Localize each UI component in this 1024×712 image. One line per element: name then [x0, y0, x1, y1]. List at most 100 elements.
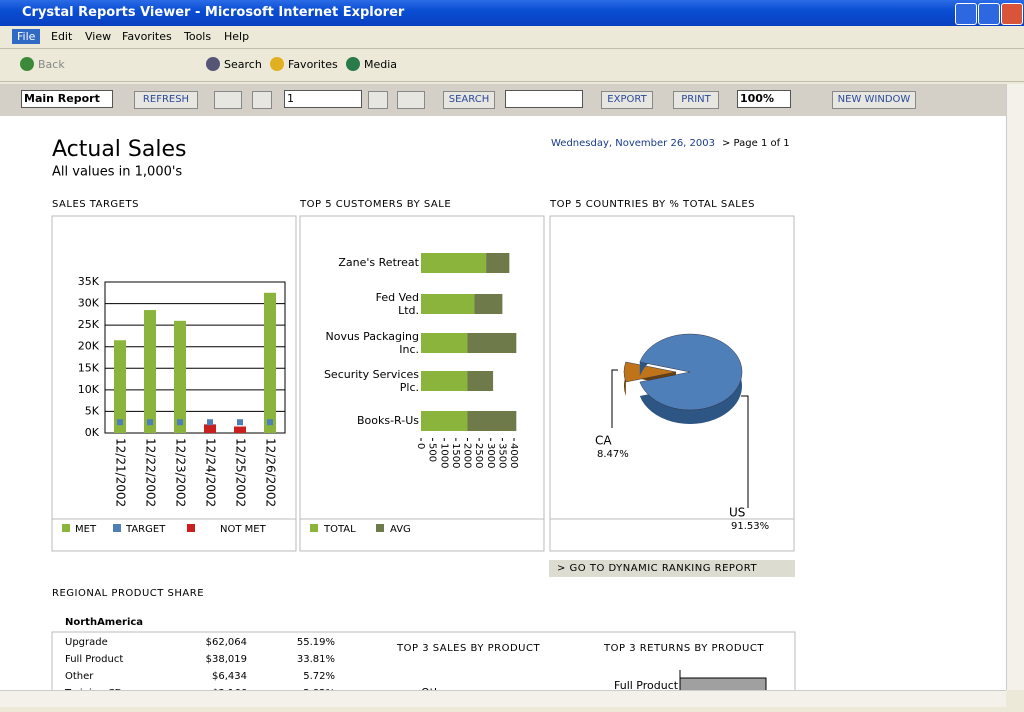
x-tick-label: 0 [415, 443, 426, 449]
menu-item[interactable]: Edit [51, 30, 73, 43]
category-label: Security Services Plc. [324, 368, 419, 394]
product-share: 55.19% [297, 637, 335, 648]
target-marker [207, 419, 213, 426]
menu-item[interactable]: Tools [184, 30, 212, 43]
horizontal-scrollbar[interactable] [0, 690, 1006, 708]
legend-label: AVG [390, 524, 411, 535]
maximize-button[interactable] [978, 3, 1000, 25]
x-tick-label: 2000 [462, 443, 473, 468]
product-share: 33.81% [297, 654, 335, 665]
y-tick-label: 5K [85, 404, 100, 417]
chart-panel [299, 215, 545, 552]
product-share: 5.72% [303, 671, 335, 682]
bar [421, 411, 468, 431]
plot-frame [104, 281, 286, 434]
toolbar-button[interactable]: Back [38, 58, 65, 71]
bar [467, 371, 494, 391]
minimize-button[interactable] [955, 3, 977, 25]
bar [421, 253, 487, 273]
report-subtitle: All values in 1,000's [52, 165, 182, 180]
section-title: REGIONAL PRODUCT SHARE [52, 588, 204, 599]
category-label: Full Product [614, 679, 679, 690]
legend-swatch [310, 524, 318, 532]
toolbar-button[interactable]: Search [224, 58, 262, 71]
x-tick-label: 4000 [508, 443, 519, 468]
label-line: Ltd. [398, 304, 419, 317]
legend-swatch [113, 524, 121, 532]
new-window-button[interactable]: NEW WINDOW [832, 91, 916, 109]
label-line: Fed Ved [376, 291, 419, 304]
leader-line [611, 369, 618, 428]
next-page-button[interactable] [368, 91, 388, 109]
report: Actual Sales All values in 1,000's Wednesd… [51, 137, 796, 690]
product-amount: $6,434 [212, 671, 247, 682]
print-button[interactable]: PRINT [673, 91, 719, 109]
legend-swatch [62, 524, 70, 532]
target-marker [267, 419, 273, 426]
refresh-button[interactable]: REFRESH [134, 91, 198, 109]
x-tick-label: 3500 [496, 443, 507, 468]
y-tick-label: 20K [78, 340, 100, 353]
report-select[interactable]: Main Report [21, 90, 113, 108]
toolbar-icon [206, 57, 220, 71]
page-input[interactable]: 1 [284, 90, 362, 108]
x-tick-label: 12/23/2002 [174, 438, 188, 507]
x-tick-label: 2500 [473, 443, 484, 468]
bar [474, 294, 503, 314]
toolbar-button[interactable]: Favorites [288, 58, 338, 71]
window-title: Crystal Reports Viewer - Microsoft Inter… [22, 5, 405, 20]
prev-page-button[interactable] [252, 91, 272, 109]
search-button[interactable]: SEARCH [443, 91, 495, 109]
label-line: Novus Packaging [325, 330, 419, 343]
x-tick-label: 3000 [485, 443, 496, 468]
legend-swatch [376, 524, 384, 532]
search-input[interactable] [505, 90, 583, 108]
chart-panel [51, 215, 297, 552]
target-marker [177, 419, 183, 426]
bar [264, 292, 276, 433]
pie-value-label: 91.53% [731, 521, 769, 532]
y-tick-label: 0K [85, 426, 100, 439]
dynamic-report-link[interactable]: > GO TO DYNAMIC RANKING REPORT [557, 563, 758, 574]
first-page-button[interactable] [214, 91, 242, 109]
bar [467, 333, 517, 353]
pie-value-label: 8.47% [597, 449, 629, 460]
category-label: Fed Ved Ltd. [376, 291, 419, 317]
toolbar: Back Search Favorites Media [0, 49, 1024, 82]
toolbar-icon [270, 57, 284, 71]
last-page-button[interactable] [397, 91, 425, 109]
product-name: Upgrade [65, 637, 108, 648]
bar-stub [679, 677, 767, 690]
pie-slice [639, 333, 743, 411]
menu-item[interactable]: File [12, 29, 41, 44]
zoom-select[interactable]: 100% [737, 90, 791, 108]
label-line: Security Services [324, 368, 419, 381]
vertical-scrollbar[interactable] [1006, 84, 1024, 690]
legend-swatch [187, 524, 195, 532]
menu-bar: File Edit View Favorites Tools Help [0, 26, 1024, 49]
menu-item[interactable]: Favorites [122, 30, 172, 43]
toolbar-icon [20, 57, 34, 71]
pie-slice [623, 361, 677, 383]
y-tick-label: 25K [78, 318, 100, 331]
bar [174, 320, 186, 433]
toolbar-button[interactable]: Media [364, 58, 398, 71]
category-label: Zane's Retreat [338, 256, 419, 269]
export-button[interactable]: EXPORT [601, 91, 653, 109]
product-name: Other [65, 671, 94, 682]
menu-item[interactable]: View [85, 30, 112, 43]
x-tick-label: 12/22/2002 [144, 438, 158, 507]
y-tick-label: 10K [78, 383, 100, 396]
report-title: Actual Sales [52, 137, 186, 162]
menu-item[interactable]: Help [224, 30, 250, 43]
close-button[interactable] [1001, 3, 1023, 25]
report-date: Wednesday, November 26, 2003 [551, 138, 715, 149]
status-bar [0, 707, 1024, 712]
bar [421, 294, 475, 314]
chart-title: TOP 3 RETURNS BY PRODUCT [603, 643, 764, 654]
chart-title: TOP 3 SALES BY PRODUCT [396, 643, 540, 654]
target-marker [117, 419, 123, 426]
leader-line [741, 395, 749, 508]
legend-label: TARGET [125, 524, 166, 535]
